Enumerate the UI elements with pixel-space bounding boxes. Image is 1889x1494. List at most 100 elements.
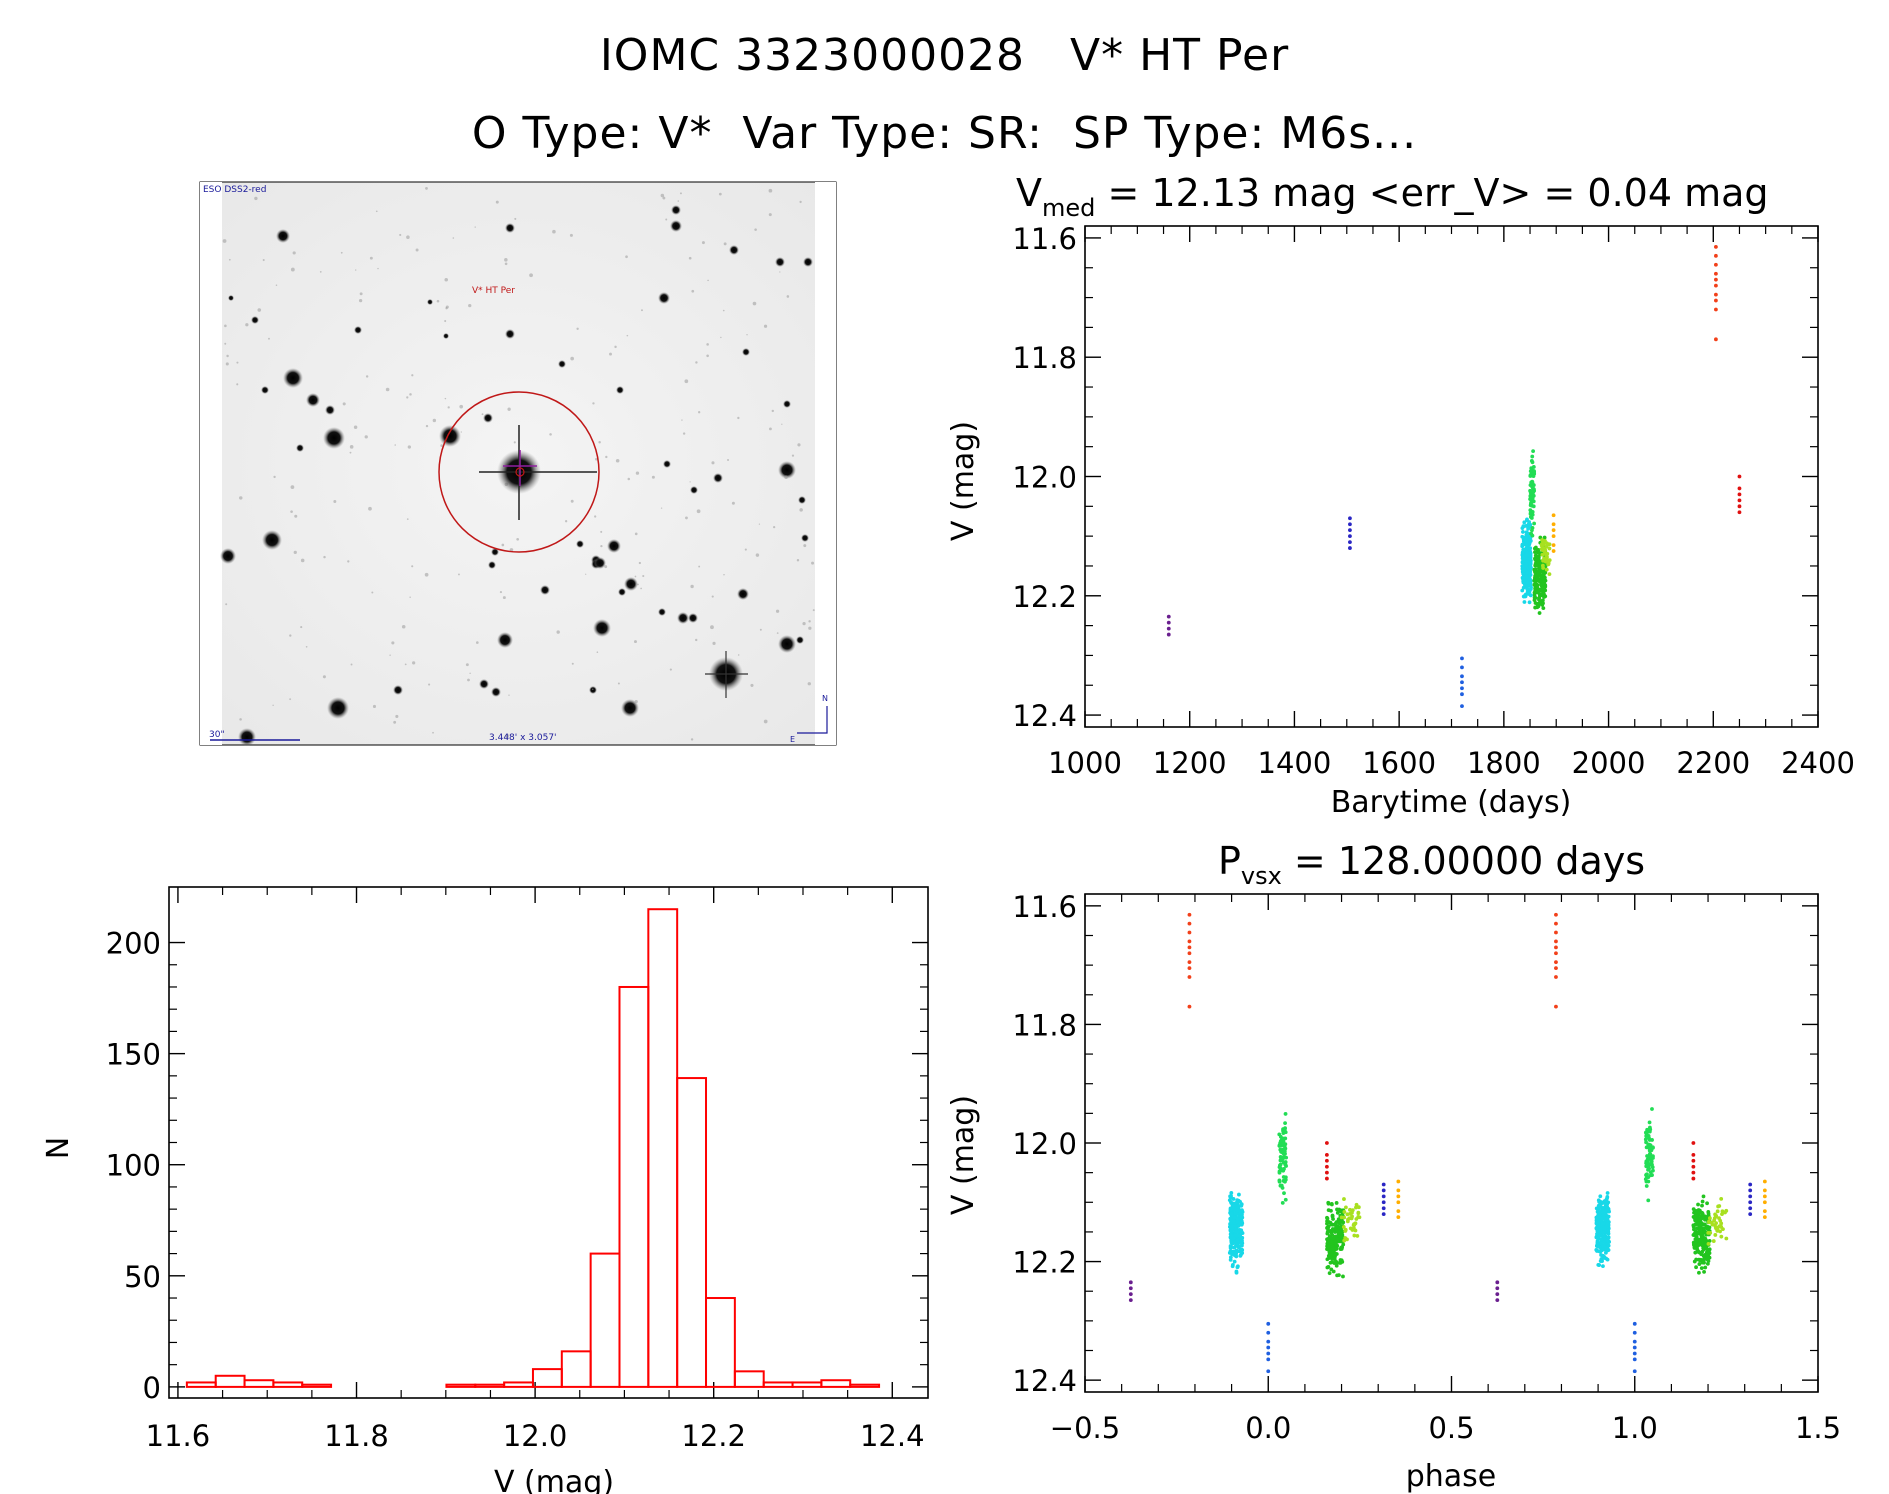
data-point bbox=[1542, 571, 1547, 576]
faint-star bbox=[614, 345, 617, 349]
data-point bbox=[1762, 1209, 1767, 1214]
faint-star bbox=[634, 640, 637, 644]
data-point bbox=[1326, 1220, 1331, 1224]
data-point bbox=[1337, 1273, 1341, 1278]
data-point bbox=[1337, 1218, 1342, 1223]
data-point bbox=[1230, 1236, 1235, 1241]
faint-star bbox=[300, 558, 305, 563]
faint-star bbox=[791, 454, 795, 457]
data-point bbox=[1266, 1321, 1271, 1326]
data-point bbox=[1460, 674, 1464, 679]
faint-star bbox=[372, 704, 377, 708]
data-point bbox=[1737, 492, 1742, 497]
faint-star bbox=[570, 499, 574, 503]
faint-star bbox=[797, 443, 801, 447]
data-point bbox=[1525, 517, 1529, 522]
data-point bbox=[1348, 1226, 1353, 1231]
data-point bbox=[1342, 1210, 1347, 1214]
data-point bbox=[1381, 1212, 1386, 1217]
data-point bbox=[1228, 1218, 1233, 1223]
phased-title-subscript: vsx bbox=[1241, 862, 1282, 890]
faint-star bbox=[305, 645, 308, 648]
data-point bbox=[1330, 1227, 1335, 1231]
y-tick-label: 11.8 bbox=[1012, 341, 1077, 375]
data-point bbox=[1532, 521, 1537, 526]
faint-star bbox=[411, 565, 414, 568]
data-point bbox=[1540, 563, 1545, 568]
data-point bbox=[1748, 1200, 1753, 1205]
histogram-bar bbox=[560, 1350, 592, 1388]
data-point bbox=[1233, 1224, 1238, 1228]
data-point bbox=[1339, 1234, 1344, 1239]
data-point bbox=[1554, 951, 1558, 956]
faint-star bbox=[722, 309, 725, 312]
data-point bbox=[1128, 1298, 1133, 1303]
data-point bbox=[1529, 531, 1534, 536]
faint-star bbox=[706, 343, 709, 346]
faint-star bbox=[364, 435, 368, 439]
faint-star bbox=[681, 419, 683, 421]
x-tick-label: 0.5 bbox=[1428, 1411, 1474, 1445]
data-point bbox=[1533, 553, 1538, 558]
data-point bbox=[1284, 1155, 1289, 1160]
data-point bbox=[1187, 966, 1192, 971]
data-point bbox=[1603, 1217, 1608, 1222]
data-point bbox=[1537, 596, 1542, 600]
faint-star bbox=[626, 334, 629, 337]
field-star bbox=[354, 326, 362, 334]
faint-star bbox=[445, 307, 448, 310]
faint-star bbox=[358, 298, 363, 303]
data-point bbox=[1234, 1269, 1239, 1274]
data-point bbox=[1605, 1238, 1610, 1243]
data-point bbox=[1533, 545, 1538, 550]
data-point bbox=[1346, 1217, 1350, 1222]
data-point bbox=[1649, 1159, 1654, 1164]
faint-star bbox=[569, 233, 573, 237]
data-point bbox=[1737, 498, 1742, 503]
field-star bbox=[497, 632, 513, 648]
plot-frame bbox=[1084, 893, 1819, 1393]
field-star bbox=[488, 561, 496, 569]
data-point bbox=[1239, 1238, 1244, 1243]
faint-star bbox=[290, 510, 293, 513]
data-point bbox=[1326, 1201, 1331, 1206]
faint-star bbox=[342, 402, 346, 406]
object-type-line: O Type: V* Var Type: SR: SP Type: M6s... bbox=[471, 108, 1418, 159]
data-point bbox=[1533, 574, 1538, 579]
lightcurve-ylabel: V (mag) bbox=[946, 421, 981, 541]
x-tick-label: 12.2 bbox=[681, 1419, 746, 1453]
faint-star bbox=[698, 565, 701, 568]
data-point bbox=[1282, 1179, 1287, 1183]
data-point bbox=[1529, 501, 1533, 506]
faint-star bbox=[481, 413, 484, 416]
faint-star bbox=[385, 387, 390, 392]
faint-star bbox=[368, 506, 372, 511]
data-point bbox=[1282, 1167, 1286, 1171]
faint-star bbox=[758, 523, 761, 525]
faint-star bbox=[635, 471, 640, 475]
data-point bbox=[1695, 1221, 1700, 1225]
finder-left-margin bbox=[200, 182, 222, 745]
field-star bbox=[228, 295, 234, 301]
finder-survey-label: ESO DSS2-red bbox=[203, 185, 266, 195]
faint-star bbox=[349, 451, 352, 454]
data-point bbox=[1341, 1242, 1346, 1247]
data-point bbox=[1714, 271, 1718, 276]
data-point bbox=[1704, 1245, 1708, 1250]
data-point bbox=[1599, 1227, 1603, 1232]
faint-star bbox=[779, 271, 781, 273]
data-point bbox=[1651, 1145, 1655, 1150]
data-point bbox=[1354, 1202, 1359, 1207]
faint-star bbox=[763, 324, 768, 328]
field-star bbox=[621, 699, 639, 717]
data-point bbox=[1279, 1150, 1284, 1155]
data-point bbox=[1334, 1263, 1339, 1268]
data-point bbox=[1528, 562, 1533, 567]
faint-star bbox=[634, 575, 637, 578]
faint-star bbox=[349, 445, 354, 449]
faint-star bbox=[406, 235, 410, 239]
target-aperture-circle bbox=[438, 391, 600, 553]
data-point bbox=[1234, 1211, 1239, 1216]
x-tick-label: 1.0 bbox=[1612, 1411, 1658, 1445]
data-point bbox=[1711, 1239, 1716, 1243]
